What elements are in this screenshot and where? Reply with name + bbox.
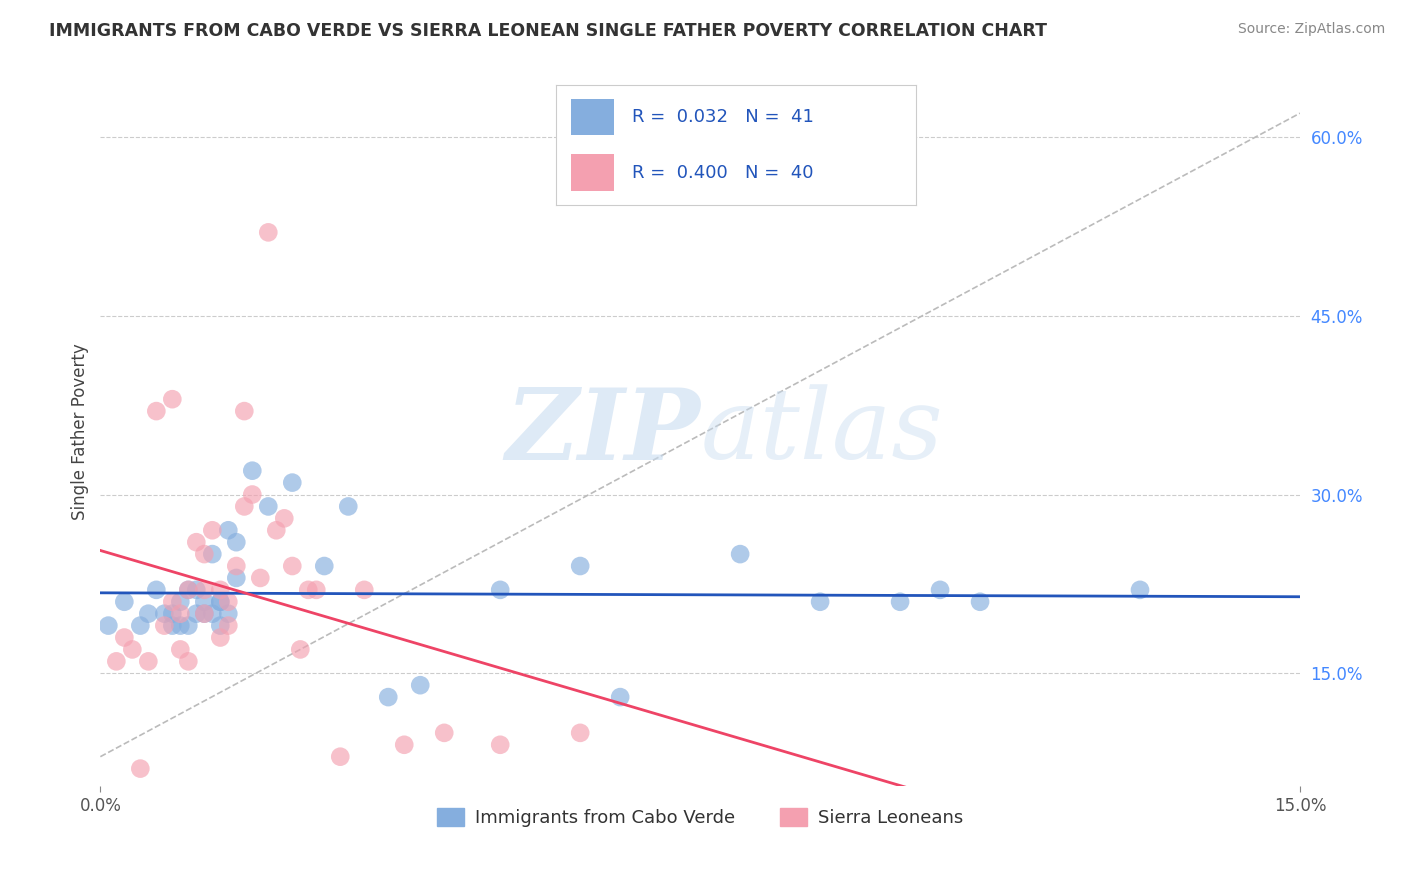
- Point: [186, 535, 208, 549]
- Point: [193, 547, 215, 561]
- Point: [569, 726, 592, 740]
- Point: [193, 607, 215, 621]
- Point: [240, 487, 263, 501]
- Point: [609, 690, 631, 705]
- Point: [186, 582, 208, 597]
- Point: [409, 678, 432, 692]
- Point: [169, 642, 191, 657]
- Point: [233, 500, 256, 514]
- Point: [433, 726, 456, 740]
- Point: [209, 618, 232, 632]
- Point: [121, 642, 143, 657]
- Point: [209, 595, 232, 609]
- Point: [201, 607, 224, 621]
- Point: [329, 749, 352, 764]
- Point: [169, 595, 191, 609]
- Point: [153, 618, 176, 632]
- Text: Source: ZipAtlas.com: Source: ZipAtlas.com: [1237, 22, 1385, 37]
- Point: [129, 618, 152, 632]
- Point: [138, 654, 160, 668]
- Point: [266, 523, 288, 537]
- Point: [138, 607, 160, 621]
- Legend: Immigrants from Cabo Verde, Sierra Leoneans: Immigrants from Cabo Verde, Sierra Leone…: [430, 800, 970, 834]
- Point: [314, 559, 336, 574]
- Point: [209, 595, 232, 609]
- Point: [193, 595, 215, 609]
- Point: [569, 559, 592, 574]
- Point: [225, 571, 247, 585]
- Text: ZIP: ZIP: [505, 384, 700, 480]
- Point: [97, 618, 120, 632]
- Point: [201, 523, 224, 537]
- Point: [145, 582, 167, 597]
- Point: [169, 618, 191, 632]
- Point: [377, 690, 399, 705]
- Point: [394, 738, 416, 752]
- Point: [162, 618, 184, 632]
- Point: [225, 559, 247, 574]
- Point: [290, 642, 312, 657]
- Point: [273, 511, 295, 525]
- Point: [105, 654, 128, 668]
- Point: [240, 464, 263, 478]
- Point: [177, 618, 200, 632]
- Point: [929, 582, 952, 597]
- Point: [217, 618, 239, 632]
- Point: [209, 582, 232, 597]
- Point: [233, 404, 256, 418]
- Point: [489, 582, 512, 597]
- Point: [217, 607, 239, 621]
- Point: [889, 595, 911, 609]
- Point: [217, 523, 239, 537]
- Point: [489, 738, 512, 752]
- Point: [257, 500, 280, 514]
- Point: [177, 582, 200, 597]
- Point: [162, 607, 184, 621]
- Point: [112, 631, 135, 645]
- Point: [281, 475, 304, 490]
- Text: atlas: atlas: [700, 384, 943, 480]
- Point: [129, 762, 152, 776]
- Text: IMMIGRANTS FROM CABO VERDE VS SIERRA LEONEAN SINGLE FATHER POVERTY CORRELATION C: IMMIGRANTS FROM CABO VERDE VS SIERRA LEO…: [49, 22, 1047, 40]
- Point: [728, 547, 751, 561]
- Point: [297, 582, 319, 597]
- Point: [153, 607, 176, 621]
- Point: [281, 559, 304, 574]
- Point: [249, 571, 271, 585]
- Point: [217, 595, 239, 609]
- Point: [112, 595, 135, 609]
- Point: [201, 547, 224, 561]
- Point: [305, 582, 328, 597]
- Point: [353, 582, 375, 597]
- Y-axis label: Single Father Poverty: Single Father Poverty: [72, 343, 89, 520]
- Point: [808, 595, 831, 609]
- Point: [162, 595, 184, 609]
- Point: [186, 607, 208, 621]
- Point: [257, 225, 280, 239]
- Point: [177, 654, 200, 668]
- Point: [337, 500, 360, 514]
- Point: [209, 631, 232, 645]
- Point: [225, 535, 247, 549]
- Point: [145, 404, 167, 418]
- Point: [1129, 582, 1152, 597]
- Point: [162, 392, 184, 407]
- Point: [177, 582, 200, 597]
- Point: [193, 607, 215, 621]
- Point: [969, 595, 991, 609]
- Point: [169, 607, 191, 621]
- Point: [193, 582, 215, 597]
